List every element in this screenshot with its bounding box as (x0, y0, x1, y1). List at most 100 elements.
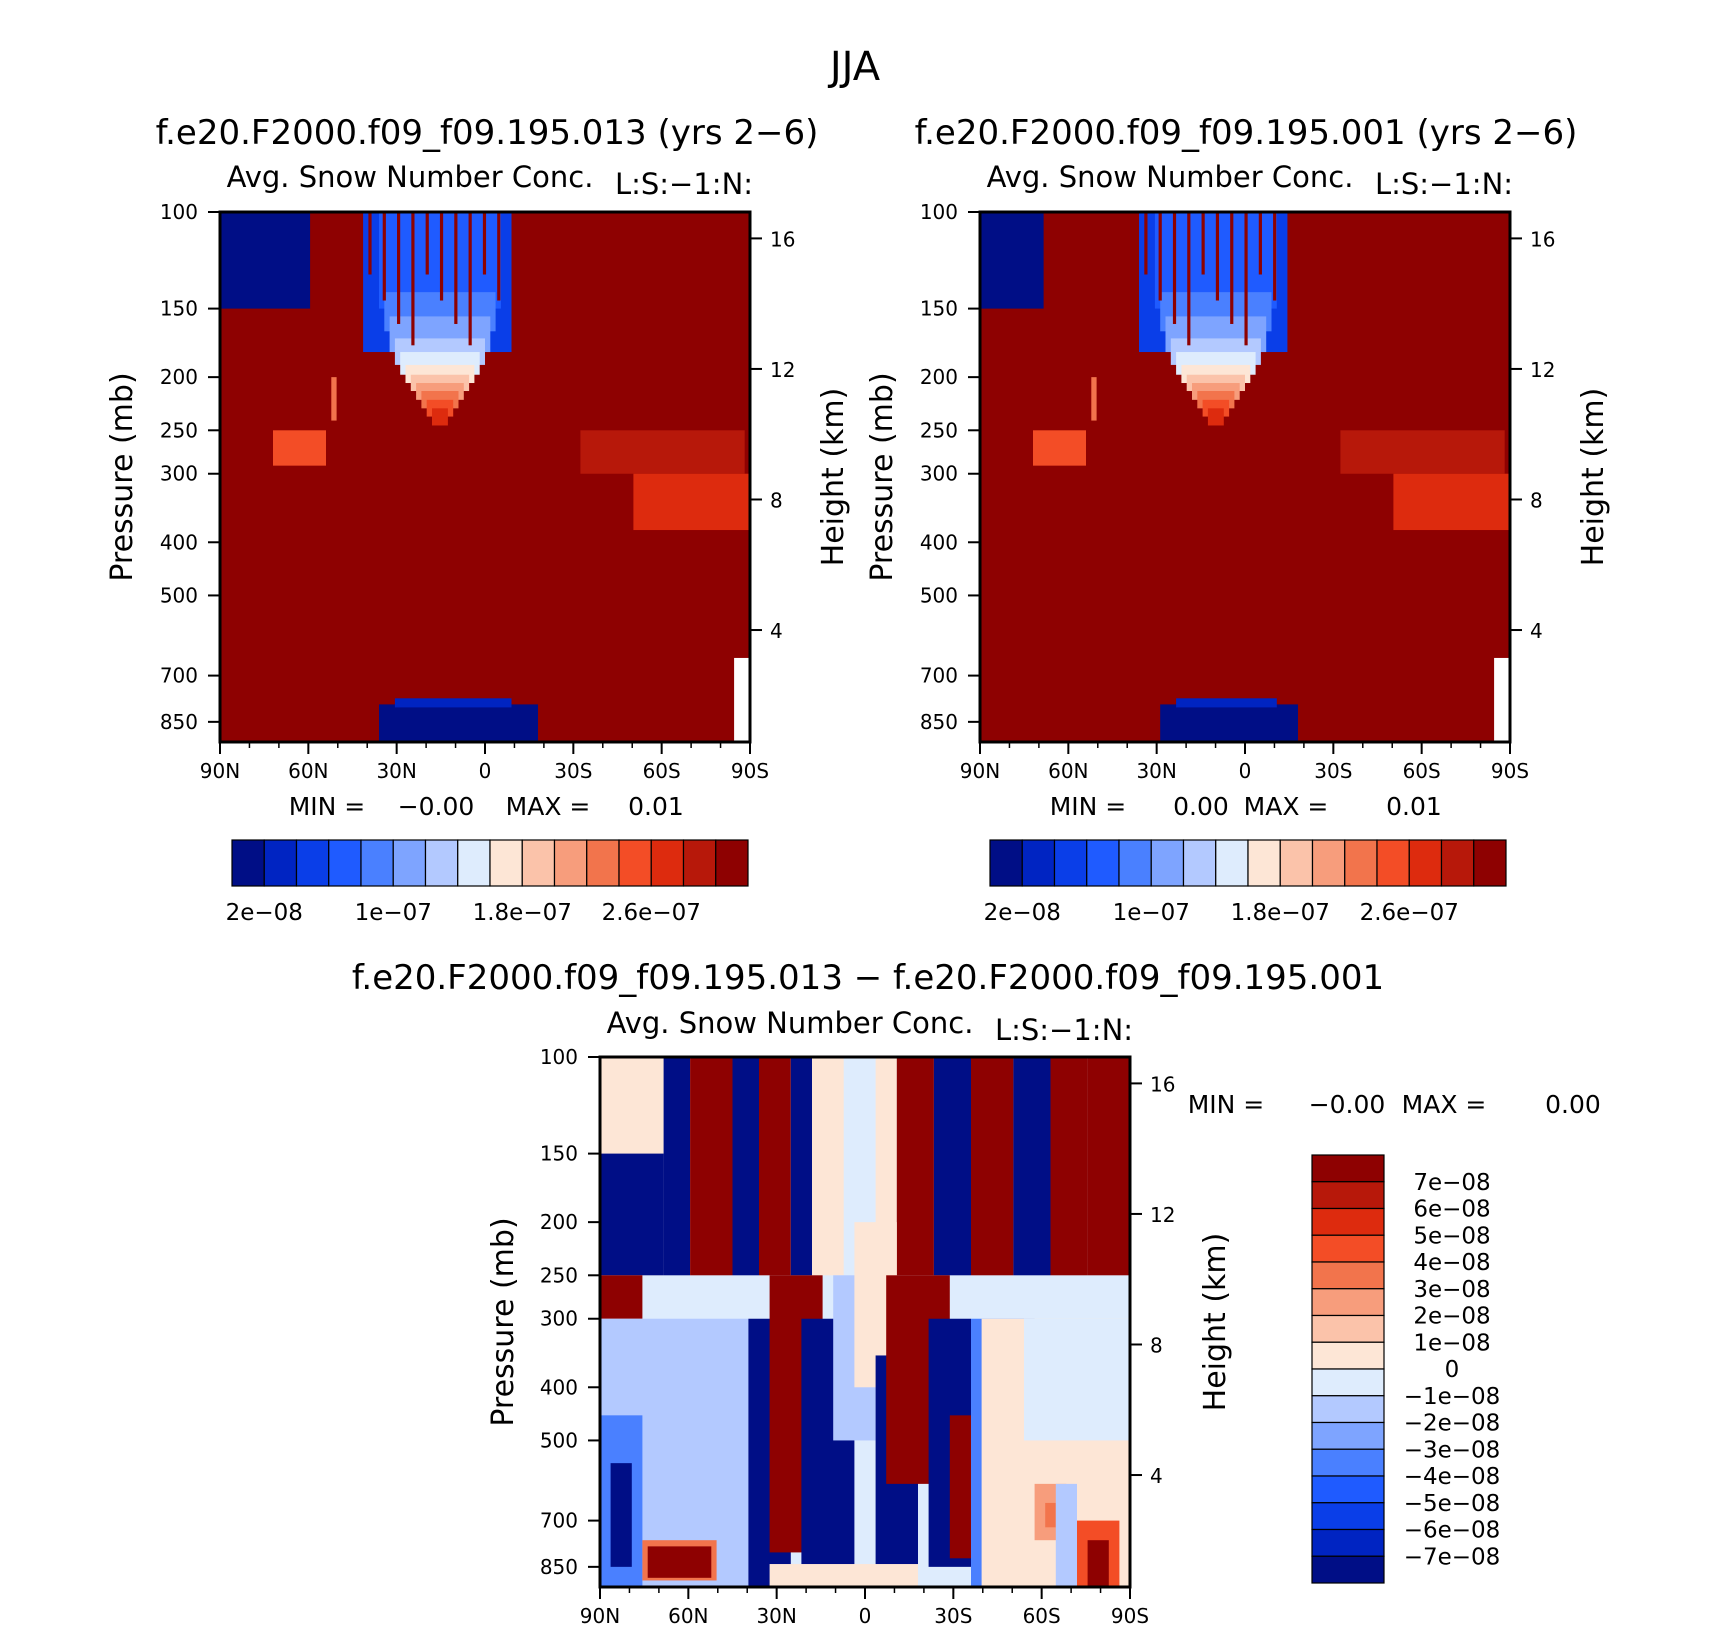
y-right-tick-label: 12 (1150, 1203, 1175, 1227)
min-label: MIN = (1188, 1090, 1265, 1119)
colorbar-swatch (1150, 839, 1185, 887)
x-tick-label: 30S (934, 1604, 972, 1628)
y-tick-label: 500 (160, 583, 198, 607)
colorbar-swatch (1344, 839, 1378, 887)
colorbar-label: 4e−08 (1413, 1250, 1490, 1276)
colorbar-swatch (1311, 1234, 1385, 1263)
colorbar-swatch (1086, 839, 1120, 887)
colorbar-label: 3e−08 (1413, 1277, 1490, 1303)
y-tick-label: 100 (540, 1045, 578, 1069)
colorbar-label: 2.6e−07 (1360, 900, 1459, 926)
x-tick-label: 30N (756, 1604, 796, 1628)
panel-title: f.e20.F2000.f09_f09.195.013 − f.e20.F200… (352, 958, 1384, 998)
contour-region (980, 212, 1044, 309)
level-tag: L:S:−1:N: (1375, 167, 1513, 201)
y-right-tick-label: 8 (770, 488, 783, 512)
y-tick-label: 150 (540, 1142, 578, 1166)
colorbar-swatch (586, 839, 620, 887)
colorbar-swatch (715, 839, 749, 887)
contour-region (1013, 1057, 1051, 1276)
colorbar: 7e−086e−085e−084e−083e−082e−081e−080−1e−… (1311, 1154, 1501, 1584)
colorbar-swatch (1376, 839, 1410, 887)
y-tick-label: 400 (540, 1375, 578, 1399)
contour-region (432, 408, 448, 426)
max-label: MAX = (506, 792, 591, 821)
colorbar-label: −7e−08 (1404, 1544, 1501, 1570)
contour-streak (482, 212, 487, 275)
min-value: −0.00 (1309, 1090, 1386, 1119)
colorbar-label: 1.8e−07 (473, 900, 572, 926)
contour-streak (468, 212, 472, 346)
contour-streak (1273, 212, 1277, 301)
x-tick-label: 30S (1314, 759, 1352, 783)
x-tick-label: 60S (643, 759, 681, 783)
contour-region (1393, 473, 1510, 531)
contour-region (1207, 408, 1224, 426)
contour-region (600, 1275, 643, 1319)
contour-streak (1258, 212, 1262, 275)
colorbar-swatch (1311, 1314, 1385, 1343)
max-label: MAX = (1402, 1090, 1487, 1119)
colorbar-swatch (1311, 1207, 1385, 1236)
colorbar-swatch (618, 839, 652, 887)
contour-field (220, 212, 750, 742)
contour-streak (1144, 212, 1148, 275)
colorbar-swatch (1311, 1555, 1385, 1584)
contour-region (273, 430, 326, 466)
colorbar-swatch (1279, 839, 1314, 887)
y-tick-label: 700 (920, 664, 958, 688)
contour-streak (1158, 212, 1162, 301)
contour-streak (368, 212, 372, 275)
colorbar-label: 2e−08 (1413, 1304, 1490, 1330)
y-tick-label: 850 (540, 1555, 578, 1579)
y-tick-label: 700 (160, 664, 198, 688)
y-tick-label: 300 (540, 1307, 578, 1331)
y-axis-right-label: Height (km) (1576, 388, 1611, 567)
colorbar-swatch (1408, 839, 1443, 887)
contour-streak (1230, 212, 1234, 324)
y-tick-label: 100 (920, 200, 958, 224)
y-tick-label: 250 (920, 418, 958, 442)
contour-region (732, 1057, 759, 1276)
y-right-tick-label: 16 (1150, 1072, 1175, 1096)
y-tick-label: 500 (920, 583, 958, 607)
colorbar-swatch (424, 839, 459, 887)
contour-region (379, 704, 538, 742)
colorbar-label: −1e−08 (1404, 1384, 1501, 1410)
contour-streak (411, 212, 415, 346)
colorbar-swatch (457, 839, 491, 887)
colorbar-swatch (1182, 839, 1217, 887)
contour-streak (1187, 212, 1191, 346)
contour-region (394, 698, 512, 708)
contour-region (790, 1057, 812, 1276)
contour-region (812, 1057, 844, 1276)
contour-streak (1091, 377, 1097, 421)
panel-subtitle: Avg. Snow Number Conc. (987, 160, 1354, 194)
x-tick-label: 90N (200, 759, 240, 783)
colorbar-swatch (1311, 1475, 1385, 1504)
colorbar-swatch (1311, 1288, 1385, 1317)
colorbar-swatch (231, 839, 265, 887)
contour-region (1494, 657, 1510, 742)
contour-region (875, 1057, 897, 1276)
panel-bottom: f.e20.F2000.f09_f09.195.013 − f.e20.F200… (352, 958, 1601, 1628)
colorbar-swatch (295, 839, 330, 887)
contour-streak (1172, 212, 1177, 324)
contour-region (1024, 1318, 1130, 1441)
colorbar-swatch (1440, 839, 1475, 887)
contour-region (971, 1057, 1014, 1276)
colorbar-label: 7e−08 (1413, 1170, 1490, 1196)
contour-streak (1215, 212, 1220, 301)
contour-region (580, 430, 745, 474)
colorbar-label: −2e−08 (1404, 1411, 1501, 1437)
colorbar-swatch (1215, 839, 1249, 887)
y-right-tick-label: 4 (770, 619, 783, 643)
x-tick-label: 30N (376, 759, 416, 783)
y-right-tick-label: 8 (1150, 1333, 1163, 1357)
y-tick-label: 150 (160, 297, 198, 321)
y-right-tick-label: 16 (1530, 227, 1555, 251)
contour-region (1340, 430, 1505, 474)
x-tick-label: 60N (288, 759, 328, 783)
axis-ticks: 90N 60N 30N 0 30S 60S 90S 100 150 200 250 300 400 500… (920, 200, 1556, 783)
